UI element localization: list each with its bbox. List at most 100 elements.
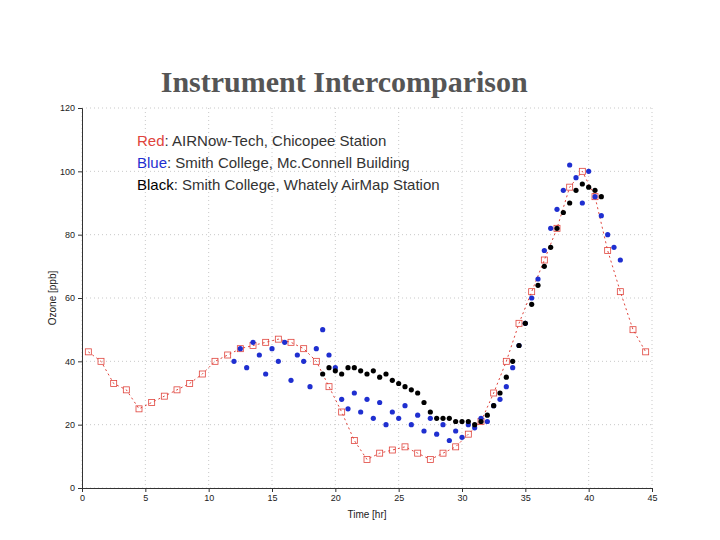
data-point — [535, 283, 540, 288]
data-point — [174, 387, 180, 393]
data-point — [573, 188, 578, 193]
data-point — [364, 371, 369, 376]
data-point — [199, 371, 205, 377]
legend-entry: Black: Smith College, Whately AirMap Sta… — [137, 176, 440, 193]
grid — [82, 108, 652, 488]
data-point — [586, 169, 591, 174]
tick: 80 — [65, 230, 82, 240]
data-point — [383, 371, 388, 376]
data-point — [383, 422, 388, 427]
data-point — [396, 416, 401, 421]
data-point — [320, 327, 325, 332]
data-point — [402, 444, 408, 450]
data-point — [440, 422, 445, 427]
data-point — [123, 387, 129, 393]
data-point — [491, 390, 497, 396]
data-point — [351, 438, 357, 444]
data-point — [643, 349, 649, 355]
data-point — [339, 397, 344, 402]
tick: 25 — [394, 488, 404, 503]
data-point — [98, 358, 104, 364]
data-point — [459, 435, 464, 440]
data-point — [599, 194, 604, 199]
data-point — [237, 346, 243, 352]
data-point — [478, 419, 483, 424]
data-point — [592, 188, 597, 193]
data-point — [275, 336, 281, 342]
data-point — [510, 359, 515, 364]
data-point — [390, 409, 395, 414]
data-point — [257, 352, 262, 357]
tick-label: 35 — [521, 493, 531, 503]
data-point — [580, 181, 585, 186]
data-point — [434, 416, 439, 421]
data-point — [187, 381, 193, 387]
data-point — [567, 162, 572, 167]
data-point — [459, 419, 464, 424]
data-point — [617, 289, 623, 295]
data-point — [352, 390, 357, 395]
tick: 10 — [204, 488, 214, 503]
data-point — [491, 403, 496, 408]
data-point — [244, 365, 249, 370]
data-point — [263, 339, 269, 345]
data-point — [313, 358, 319, 364]
tick-mark — [652, 488, 653, 492]
series-line — [88, 171, 645, 459]
data-point — [567, 184, 573, 190]
data-point — [282, 340, 287, 345]
tick-label: 5 — [143, 493, 148, 503]
tick-label: 0 — [80, 493, 85, 503]
data-point — [320, 371, 325, 376]
data-point — [453, 428, 458, 433]
tick-label: 100 — [60, 167, 75, 177]
data-point — [440, 450, 446, 456]
data-point — [466, 419, 471, 424]
data-point — [491, 403, 496, 408]
data-point — [592, 194, 597, 199]
tick-mark — [335, 488, 336, 492]
tick-mark — [399, 488, 400, 492]
data-point — [421, 428, 426, 433]
tick-label: 30 — [457, 493, 467, 503]
grid-line-y — [82, 234, 652, 235]
tick-label: 15 — [267, 493, 277, 503]
data-point — [504, 384, 509, 389]
data-point — [231, 359, 236, 364]
data-point — [364, 457, 370, 463]
tick-mark — [78, 171, 82, 172]
tick: 15 — [267, 488, 277, 503]
tick: 30 — [457, 488, 467, 503]
legend: Red: AIRNow-Tech, Chicopee StationBlue: … — [137, 132, 440, 193]
data-point — [592, 194, 598, 200]
tick-label: 0 — [70, 483, 75, 493]
data-point — [339, 409, 345, 415]
tick: 100 — [60, 167, 82, 177]
data-point — [345, 365, 350, 370]
data-point — [523, 321, 528, 326]
data-point — [225, 352, 231, 358]
chart-container: Instrument Intercomparison05101520253035… — [0, 0, 720, 540]
tick: 35 — [521, 488, 531, 503]
data-point — [485, 419, 490, 424]
tick-mark — [462, 488, 463, 492]
legend-entry: Blue: Smith College, Mc.Connell Building — [137, 154, 410, 171]
data-point — [352, 365, 357, 370]
tick-label: 80 — [65, 230, 75, 240]
data-point — [548, 245, 553, 250]
data-point — [111, 381, 117, 387]
data-point — [523, 321, 528, 326]
data-point — [428, 409, 433, 414]
data-point — [402, 403, 407, 408]
data-point — [567, 200, 572, 205]
data-point — [345, 406, 350, 411]
tick-mark — [145, 488, 146, 492]
x-axis-title: Time [hr] — [347, 509, 386, 520]
tick-label: 20 — [331, 493, 341, 503]
tick: 0 — [80, 488, 85, 503]
data-point — [136, 406, 142, 412]
data-point — [548, 226, 553, 231]
data-point — [358, 368, 363, 373]
data-point — [554, 226, 559, 231]
tick-mark — [209, 488, 210, 492]
